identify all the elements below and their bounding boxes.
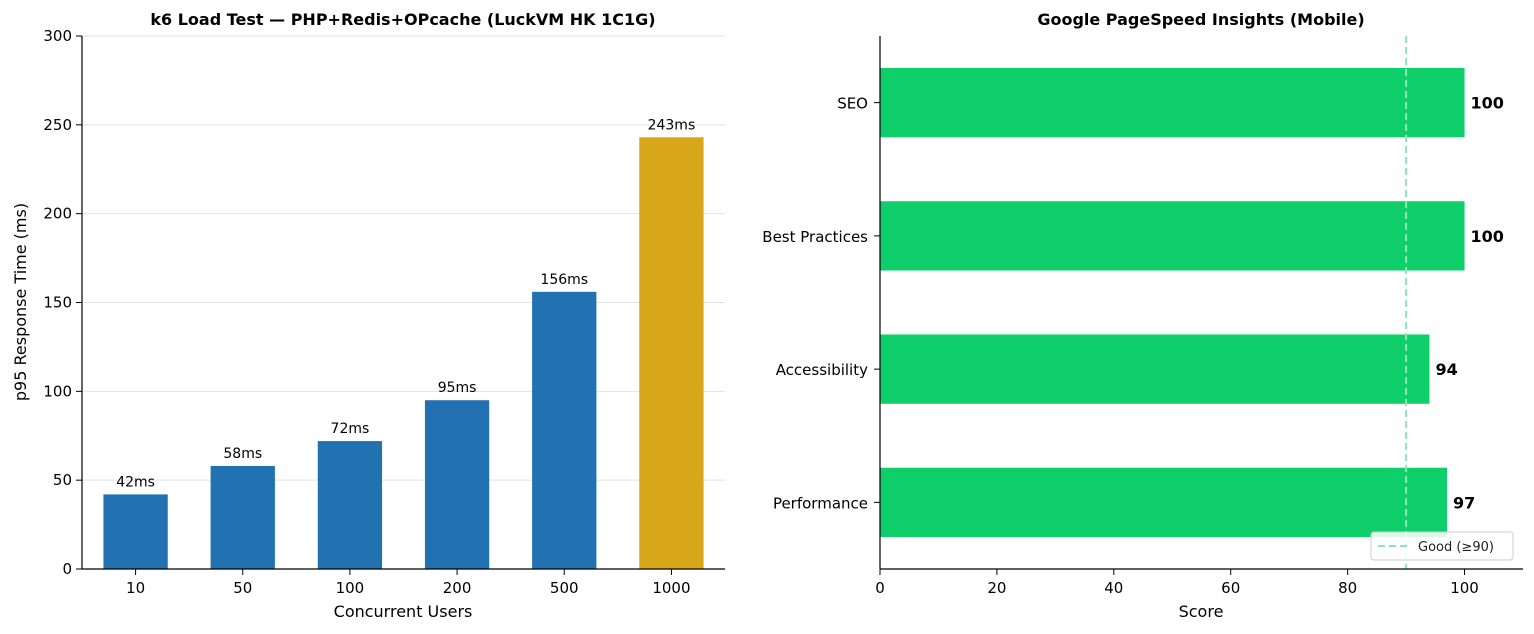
y-tick-label: 0 [62, 560, 72, 578]
bar-data-label: 100 [1471, 227, 1504, 246]
pagespeed-x-axis-label: Score [1179, 602, 1224, 621]
y-tick-label: SEO [837, 95, 868, 113]
load-test-chart: k6 Load Test — PHP+Redis+OPcache (LuckVM… [11, 10, 725, 621]
y-tick-label: Performance [773, 494, 868, 512]
bar [103, 494, 168, 569]
pagespeed-legend: Good (≥90) [1370, 531, 1514, 561]
x-tick-label: 40 [1104, 579, 1123, 597]
bar [880, 467, 1448, 538]
y-tick-label: 100 [43, 382, 72, 400]
load-test-x-axis-label: Concurrent Users [334, 602, 473, 621]
x-tick-label: 1000 [652, 579, 690, 597]
x-tick-label: 100 [1450, 579, 1479, 597]
x-tick-label: 20 [987, 579, 1006, 597]
bar [210, 465, 275, 569]
pagespeed-chart: Google PageSpeed Insights (Mobile) 10010… [762, 10, 1523, 621]
bar-data-label: 243ms [648, 117, 696, 133]
pagespeed-chart-title: Google PageSpeed Insights (Mobile) [1037, 10, 1364, 29]
x-tick-label: 60 [1221, 579, 1240, 597]
y-tick-label: 250 [43, 116, 72, 134]
x-tick-label: 80 [1338, 579, 1357, 597]
x-tick-label: 50 [233, 579, 252, 597]
x-tick-label: 200 [443, 579, 472, 597]
bar [880, 67, 1465, 138]
bar-data-label: 100 [1471, 94, 1504, 113]
bar-data-label: 58ms [223, 446, 262, 462]
load-test-axes: 0 50 100 150 200 250 300 10 50 100 200 500 1000 [43, 27, 725, 597]
legend-box [1370, 531, 1514, 561]
load-test-y-axis-label: p95 Response Time (ms) [11, 203, 30, 401]
bar [880, 334, 1430, 404]
pagespeed-data-labels: 100 100 94 97 [1435, 94, 1503, 513]
pagespeed-bars [880, 67, 1465, 538]
x-tick-label: 500 [550, 579, 579, 597]
y-tick-label: Best Practices [762, 228, 868, 246]
y-tick-label: 300 [43, 27, 72, 45]
bar [424, 400, 490, 569]
bar-data-label: 95ms [438, 380, 477, 396]
bar [532, 291, 597, 569]
y-tick-label: Accessibility [776, 361, 868, 379]
legend-threshold-label: Good (≥90) [1418, 540, 1494, 555]
bar-data-label: 42ms [116, 474, 155, 490]
load-test-data-labels: 42ms 58ms 72ms 95ms 156ms 243ms [116, 117, 695, 490]
pagespeed-axes: SEO Best Practices Accessibility Performanc… [762, 36, 1523, 597]
x-tick-label: 100 [336, 579, 365, 597]
bar-data-label: 97 [1453, 493, 1475, 512]
bar [317, 441, 383, 569]
load-test-grid [82, 35, 725, 570]
bar-data-label: 94 [1435, 360, 1457, 379]
load-test-bars [103, 137, 704, 569]
load-test-chart-title: k6 Load Test — PHP+Redis+OPcache (LuckVM… [150, 10, 655, 29]
y-tick-label: 150 [43, 294, 72, 312]
bar-data-label: 72ms [331, 421, 370, 437]
bar-data-label: 156ms [540, 272, 588, 288]
y-tick-label: 50 [53, 471, 72, 489]
y-tick-label: 200 [43, 205, 72, 223]
bar [639, 137, 704, 569]
x-tick-label: 10 [126, 579, 145, 597]
bar [880, 201, 1465, 271]
x-tick-label: 0 [875, 579, 885, 597]
